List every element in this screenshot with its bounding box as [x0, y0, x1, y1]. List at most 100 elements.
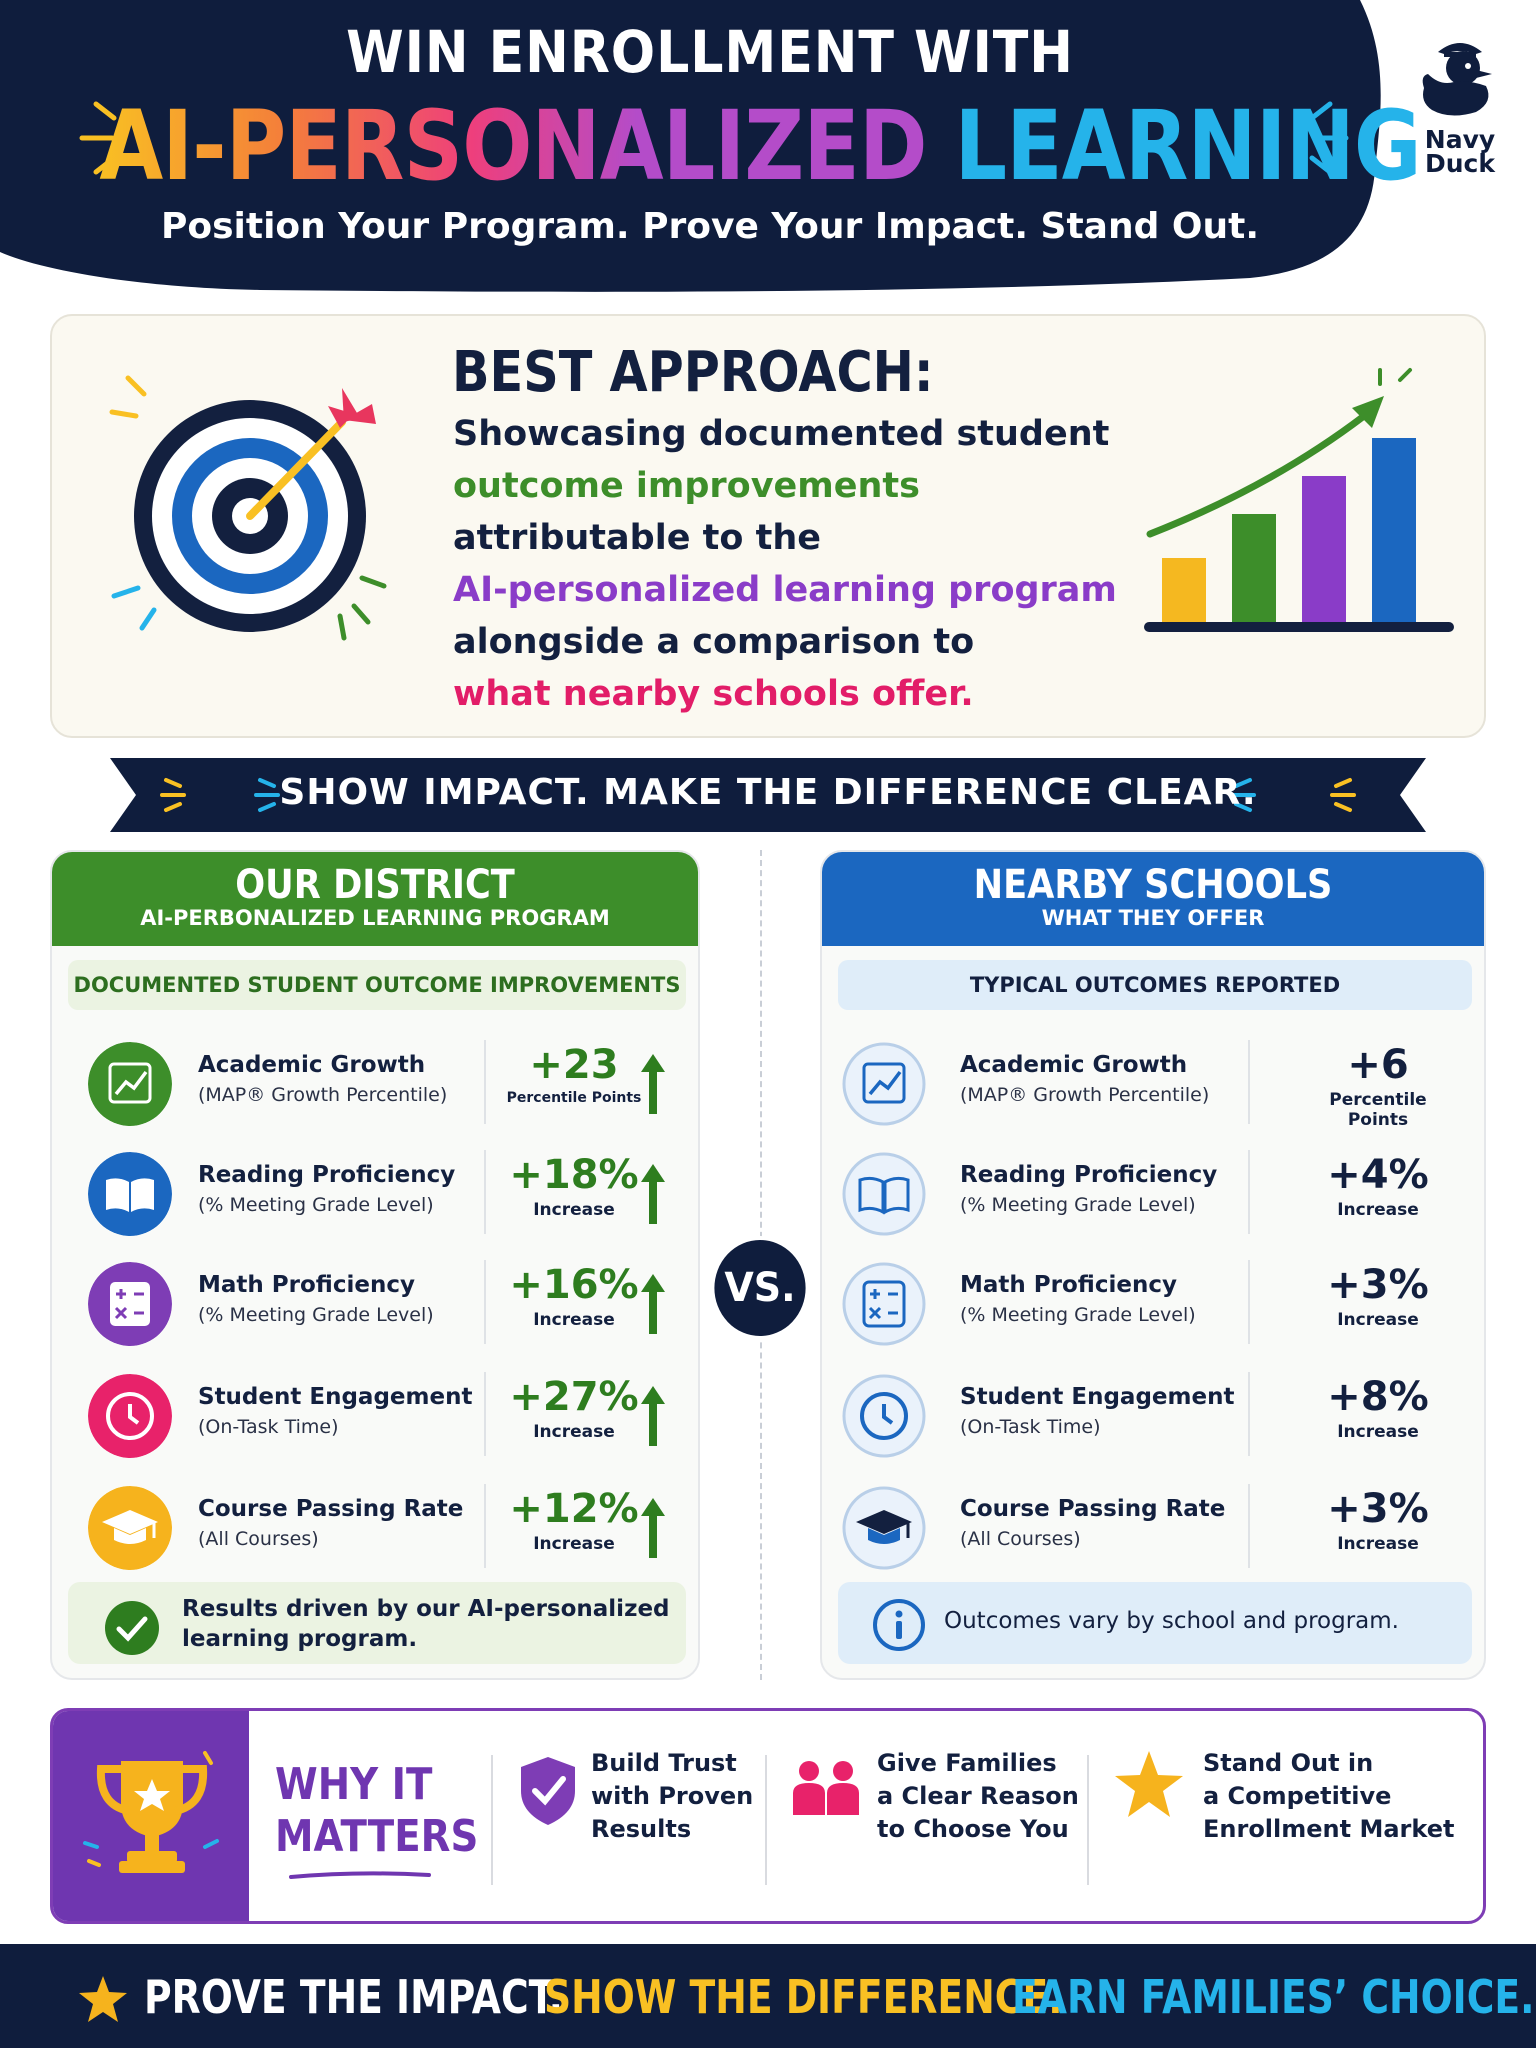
row-label: Course Passing Rate — [960, 1496, 1226, 1522]
row-sublabel: (MAP® Growth Percentile) — [198, 1084, 448, 1106]
tagline-part3: EARN FAMILIES’ CHOICE. — [1012, 1970, 1535, 2024]
logo-line1: Navy — [1424, 125, 1496, 154]
row-sublabel: (% Meeting Grade Level) — [198, 1194, 434, 1216]
district-row-math: Math Proficiency (% Meeting Grade Level) … — [52, 1248, 698, 1348]
graduation-cap-icon — [88, 1486, 172, 1570]
nearby-header: NEARBY SCHOOLS WHAT THEY OFFER — [822, 852, 1484, 946]
row-sublabel: (% Meeting Grade Level) — [198, 1304, 434, 1326]
bottom-tagline-bar: PROVE THE IMPACT. SHOW THE DIFFERENCE. E… — [0, 1944, 1536, 2048]
nearby-row-academic-growth: Academic Growth (MAP® Growth Percentile) … — [822, 1028, 1484, 1130]
row-label: Academic Growth — [960, 1052, 1188, 1078]
row-value: +4% — [1327, 1152, 1429, 1198]
row-value: +8% — [1327, 1374, 1429, 1420]
header-background — [0, 0, 1381, 292]
why-item-line: a Clear Reason — [877, 1782, 1079, 1810]
row-separator — [484, 1484, 486, 1568]
why-item-line: Give Families — [877, 1749, 1057, 1777]
why-item-line: Build Trust — [591, 1749, 737, 1777]
row-sublabel: (% Meeting Grade Level) — [960, 1194, 1196, 1216]
row-value: +6 — [1347, 1042, 1409, 1088]
header-subtitle: Position Your Program. Prove Your Impact… — [160, 206, 1260, 247]
district-footer: Results driven by our AI-personalized lea… — [68, 1582, 686, 1664]
district-row-academic-growth: Academic Growth (MAP® Growth Percentile) … — [52, 1028, 698, 1128]
row-sublabel: (All Courses) — [198, 1528, 319, 1550]
best-line1: Showcasing documented student — [453, 414, 1110, 454]
why-item-line: a Competitive — [1203, 1782, 1392, 1810]
nearby-row-reading: Reading Proficiency (% Meeting Grade Leve… — [822, 1138, 1484, 1238]
logo-line2: Duck — [1425, 149, 1495, 178]
graduation-cap-icon — [842, 1486, 926, 1570]
shield-icon — [521, 1757, 575, 1825]
best-approach-card: BEST APPROACH: Showcasing documented stu… — [50, 314, 1486, 738]
why-item-line: with Proven — [591, 1782, 754, 1810]
growth-chart-icon — [842, 1042, 926, 1126]
district-title: OUR DISTRICT — [235, 862, 515, 908]
growth-chart-icon — [88, 1042, 172, 1126]
why-separator — [1087, 1755, 1089, 1885]
row-label: Math Proficiency — [960, 1272, 1177, 1298]
district-panel: OUR DISTRICT AI-PERBONALIZED LEARNING PR… — [50, 850, 700, 1680]
header-title-gradient: AI-PERSONALIZED — [99, 90, 927, 202]
nearby-row-engagement: Student Engagement (On-Task Time) +8% Incr… — [822, 1360, 1484, 1460]
navy-duck-logo: Navy Duck — [1400, 30, 1520, 176]
check-circle-icon — [105, 1601, 159, 1655]
row-separator — [1248, 1040, 1250, 1124]
best-line2: outcome improvements — [453, 466, 920, 506]
nearby-subtitle: WHAT THEY OFFER — [1041, 906, 1265, 930]
nearby-panel: NEARBY SCHOOLS WHAT THEY OFFER TYPICAL O… — [820, 850, 1486, 1680]
tagline-part1: PROVE THE IMPACT. — [144, 1970, 563, 2024]
nearby-title: NEARBY SCHOOLS — [973, 862, 1333, 908]
best-line6: what nearby schools offer. — [453, 674, 974, 714]
district-footer-line1: Results driven by our AI-personalized — [182, 1596, 670, 1622]
row-unit: Increase — [1337, 1310, 1419, 1330]
row-value: +16% — [509, 1262, 639, 1308]
row-label: Student Engagement — [198, 1384, 473, 1410]
row-label: Reading Proficiency — [960, 1162, 1218, 1188]
why-it-matters-card: WHY IT MATTERS Build Trust with Proven Res… — [50, 1708, 1486, 1924]
district-row-passing: Course Passing Rate (All Courses) +12% Inc… — [52, 1472, 698, 1572]
up-arrow-icon — [641, 1498, 665, 1558]
row-separator — [484, 1040, 486, 1124]
best-approach-title: BEST APPROACH: — [452, 340, 934, 405]
book-icon — [88, 1152, 172, 1236]
family-icon — [793, 1761, 859, 1815]
row-value: +18% — [509, 1152, 639, 1198]
why-item-line: Stand Out in — [1203, 1749, 1374, 1777]
row-separator — [484, 1260, 486, 1344]
row-sublabel: (% Meeting Grade Level) — [960, 1304, 1196, 1326]
district-section-label: DOCUMENTED STUDENT OUTCOME IMPROVEMENTS — [68, 960, 686, 1010]
header-title-line2: AI-PERSONALIZED LEARNING — [99, 90, 1421, 202]
row-sublabel: (MAP® Growth Percentile) — [960, 1084, 1210, 1106]
up-arrow-icon — [641, 1274, 665, 1334]
up-arrow-icon — [641, 1054, 665, 1114]
row-unit: Percentile Points — [1329, 1090, 1427, 1130]
why-item-line: Enrollment Market — [1203, 1815, 1455, 1843]
clock-icon — [88, 1374, 172, 1458]
row-label: Reading Proficiency — [198, 1162, 456, 1188]
row-value: +23 — [529, 1042, 619, 1088]
why-trophy-panel — [53, 1711, 249, 1921]
trophy-icon — [83, 1751, 219, 1873]
row-label: Student Engagement — [960, 1384, 1235, 1410]
banner-shape — [110, 758, 1426, 832]
why-separator — [491, 1755, 493, 1885]
why-item-line: Results — [591, 1815, 692, 1843]
row-unit: Increase — [533, 1310, 615, 1330]
row-separator — [1248, 1150, 1250, 1234]
district-footer-line2: learning program. — [182, 1626, 418, 1652]
info-icon — [873, 1599, 925, 1651]
best-line4: AI-personalized learning program — [453, 570, 1117, 610]
growth-bar-chart-icon — [1144, 368, 1454, 632]
up-arrow-icon — [641, 1386, 665, 1446]
row-sublabel: (All Courses) — [960, 1528, 1081, 1550]
best-approach-text: Showcasing documented student outcome im… — [453, 408, 1153, 720]
row-separator — [1248, 1484, 1250, 1568]
nearby-section-label: TYPICAL OUTCOMES REPORTED — [838, 960, 1472, 1010]
nearby-row-math: Math Proficiency (% Meeting Grade Level) … — [822, 1248, 1484, 1348]
row-separator — [484, 1372, 486, 1456]
row-value: +12% — [509, 1486, 639, 1532]
header: WIN ENROLLMENT WITH AI-PERSONALIZED LEAR… — [0, 0, 1536, 300]
row-unit: Increase — [1337, 1534, 1419, 1554]
clock-icon — [842, 1374, 926, 1458]
row-value: +3% — [1327, 1262, 1429, 1308]
